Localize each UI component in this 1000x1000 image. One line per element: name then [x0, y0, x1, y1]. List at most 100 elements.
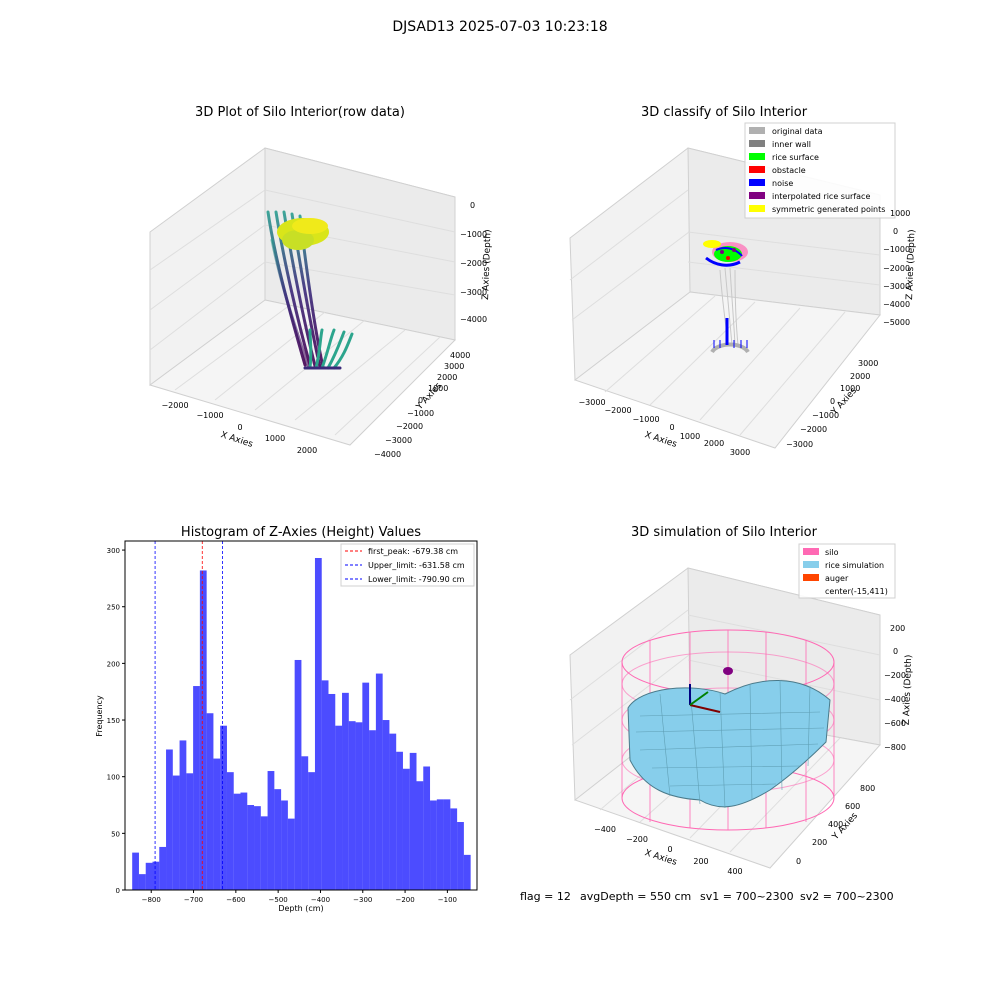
classify-x-tick: −2000 [604, 406, 631, 415]
hist-bar [260, 816, 268, 890]
classify-x-tick: −1000 [632, 415, 659, 424]
legend-label: symmetric generated points [772, 205, 885, 214]
hist-x-tick-label: −200 [395, 896, 414, 904]
hist-bar [457, 822, 464, 890]
raw-y-tick: −3000 [385, 436, 412, 445]
hist-bar [396, 751, 403, 890]
panel-classify-3d: 3D classify of Silo Interior [569, 105, 917, 457]
classify-y-tick: 1000 [840, 384, 860, 393]
hist-bars [132, 557, 471, 890]
hist-bar [233, 793, 241, 890]
hist-bar [382, 720, 390, 890]
hist-bar [321, 680, 329, 890]
sim-z-tick: −800 [884, 743, 906, 752]
sim-z-label: Z Axies (Depth) [902, 655, 914, 726]
classify-x-ticks: −3000 −2000 −1000 0 1000 2000 3000 [578, 398, 750, 457]
legend-label: silo [825, 548, 839, 557]
hist-bar [267, 771, 275, 890]
hist-bar [274, 789, 282, 890]
classify-x-tick: −3000 [578, 398, 605, 407]
raw-x-tick: −1000 [196, 411, 223, 420]
raw-z-ticks: 0 −1000 −2000 −3000 −4000 [460, 201, 487, 324]
sim-y-ticks: 0 200 400 600 800 [796, 784, 875, 866]
hist-bar [132, 852, 139, 890]
hist-vlines [154, 541, 223, 890]
hist-y-tick-label: 150 [107, 717, 120, 725]
hist-bar [328, 693, 336, 890]
raw-x-label: X Axies [219, 430, 254, 450]
classify-top-cluster [703, 240, 748, 267]
hist-bar [443, 799, 451, 890]
hist-bar [314, 557, 322, 890]
hist-x-tick-label: −700 [184, 896, 203, 904]
sim-x-tick: −200 [626, 835, 648, 844]
hist-x-label: Depth (cm) [278, 904, 323, 913]
classify-y-tick: −3000 [786, 440, 813, 449]
legend-label: center(-15,411) [825, 587, 888, 596]
panel-simulation-title: 3D simulation of Silo Interior [631, 525, 818, 540]
legend-label: Lower_limit: -790.90 cm [368, 575, 465, 584]
hist-bar [409, 752, 417, 890]
raw-z-label: Z Axies (Depth) [481, 229, 493, 300]
legend-label: rice simulation [825, 561, 884, 570]
classify-bottom [710, 318, 750, 354]
legend-label: obstacle [772, 166, 806, 175]
hist-bar [301, 756, 309, 890]
hist-bar [199, 570, 207, 890]
hist-y-tick-label: 250 [107, 604, 120, 612]
classify-y-tick: −1000 [812, 411, 839, 420]
raw-z-tick: −4000 [460, 315, 487, 324]
hist-bar [226, 772, 234, 890]
sim-y-tick: 600 [845, 802, 860, 811]
hist-bar [220, 725, 227, 890]
raw-y-tick: −1000 [407, 409, 434, 418]
panel-raw-3d: 3D Plot of Silo Interior(row data) [148, 105, 493, 459]
sim-y-tick: 200 [812, 838, 827, 847]
hist-legend: first_peak: -679.38 cm Upper_limit: -631… [340, 543, 475, 587]
hist-title: Histogram of Z-Axies (Height) Values [181, 525, 421, 540]
panel-simulation-3d: 3D simulation of Silo Interior [569, 525, 914, 876]
panel-histogram: Histogram of Z-Axies (Height) Values −80… [95, 525, 478, 913]
sim-z-tick: −200 [884, 671, 906, 680]
classify-x-label: X Axies [643, 430, 678, 450]
classify-z-tick: −2000 [883, 264, 910, 273]
hist-y-tick-label: 50 [111, 830, 120, 838]
hist-bar [213, 758, 221, 890]
hist-bar [335, 725, 343, 890]
classify-y-ticks: −3000 −2000 −1000 0 1000 2000 3000 [786, 359, 878, 449]
legend-swatch [749, 153, 765, 160]
hist-bar [287, 818, 295, 890]
legend-label: noise [772, 179, 793, 188]
status-flag: flag = 12 [520, 890, 571, 903]
hist-bar [463, 854, 471, 890]
hist-bar [355, 722, 363, 890]
raw-x-tick: 2000 [297, 446, 317, 455]
sim-x-tick: 0 [667, 845, 672, 854]
hist-bar [145, 862, 153, 890]
hist-bar [375, 673, 383, 890]
classify-z-tick: 1000 [890, 209, 910, 218]
auger-axes [689, 684, 721, 713]
hist-bar [240, 792, 248, 890]
classify-z-tick: −4000 [883, 300, 910, 309]
classify-y-tick: 0 [830, 397, 835, 406]
classify-x-tick: 2000 [704, 439, 724, 448]
hist-bar [362, 682, 370, 890]
raw-y-tick: 0 [418, 396, 423, 405]
classify-legend-frame [744, 122, 896, 219]
hist-bar [159, 846, 167, 890]
raw-z-tick: −3000 [460, 288, 487, 297]
raw-y-tick: 1000 [428, 384, 448, 393]
classify-z-tick: −3000 [883, 282, 910, 291]
hist-bar [186, 773, 194, 890]
classify-y-tick: 3000 [858, 359, 878, 368]
hist-y-tick-label: 200 [107, 660, 120, 668]
legend-label: interpolated rice surface [772, 192, 870, 201]
classify-x-tick: 3000 [730, 448, 750, 457]
classify-floor-pane [573, 291, 881, 449]
panel-raw-title: 3D Plot of Silo Interior(row data) [195, 105, 405, 120]
legend-swatch [749, 179, 765, 186]
status-sv1: sv1 = 700~2300 [700, 890, 794, 903]
sim-x-tick: −400 [594, 825, 616, 834]
